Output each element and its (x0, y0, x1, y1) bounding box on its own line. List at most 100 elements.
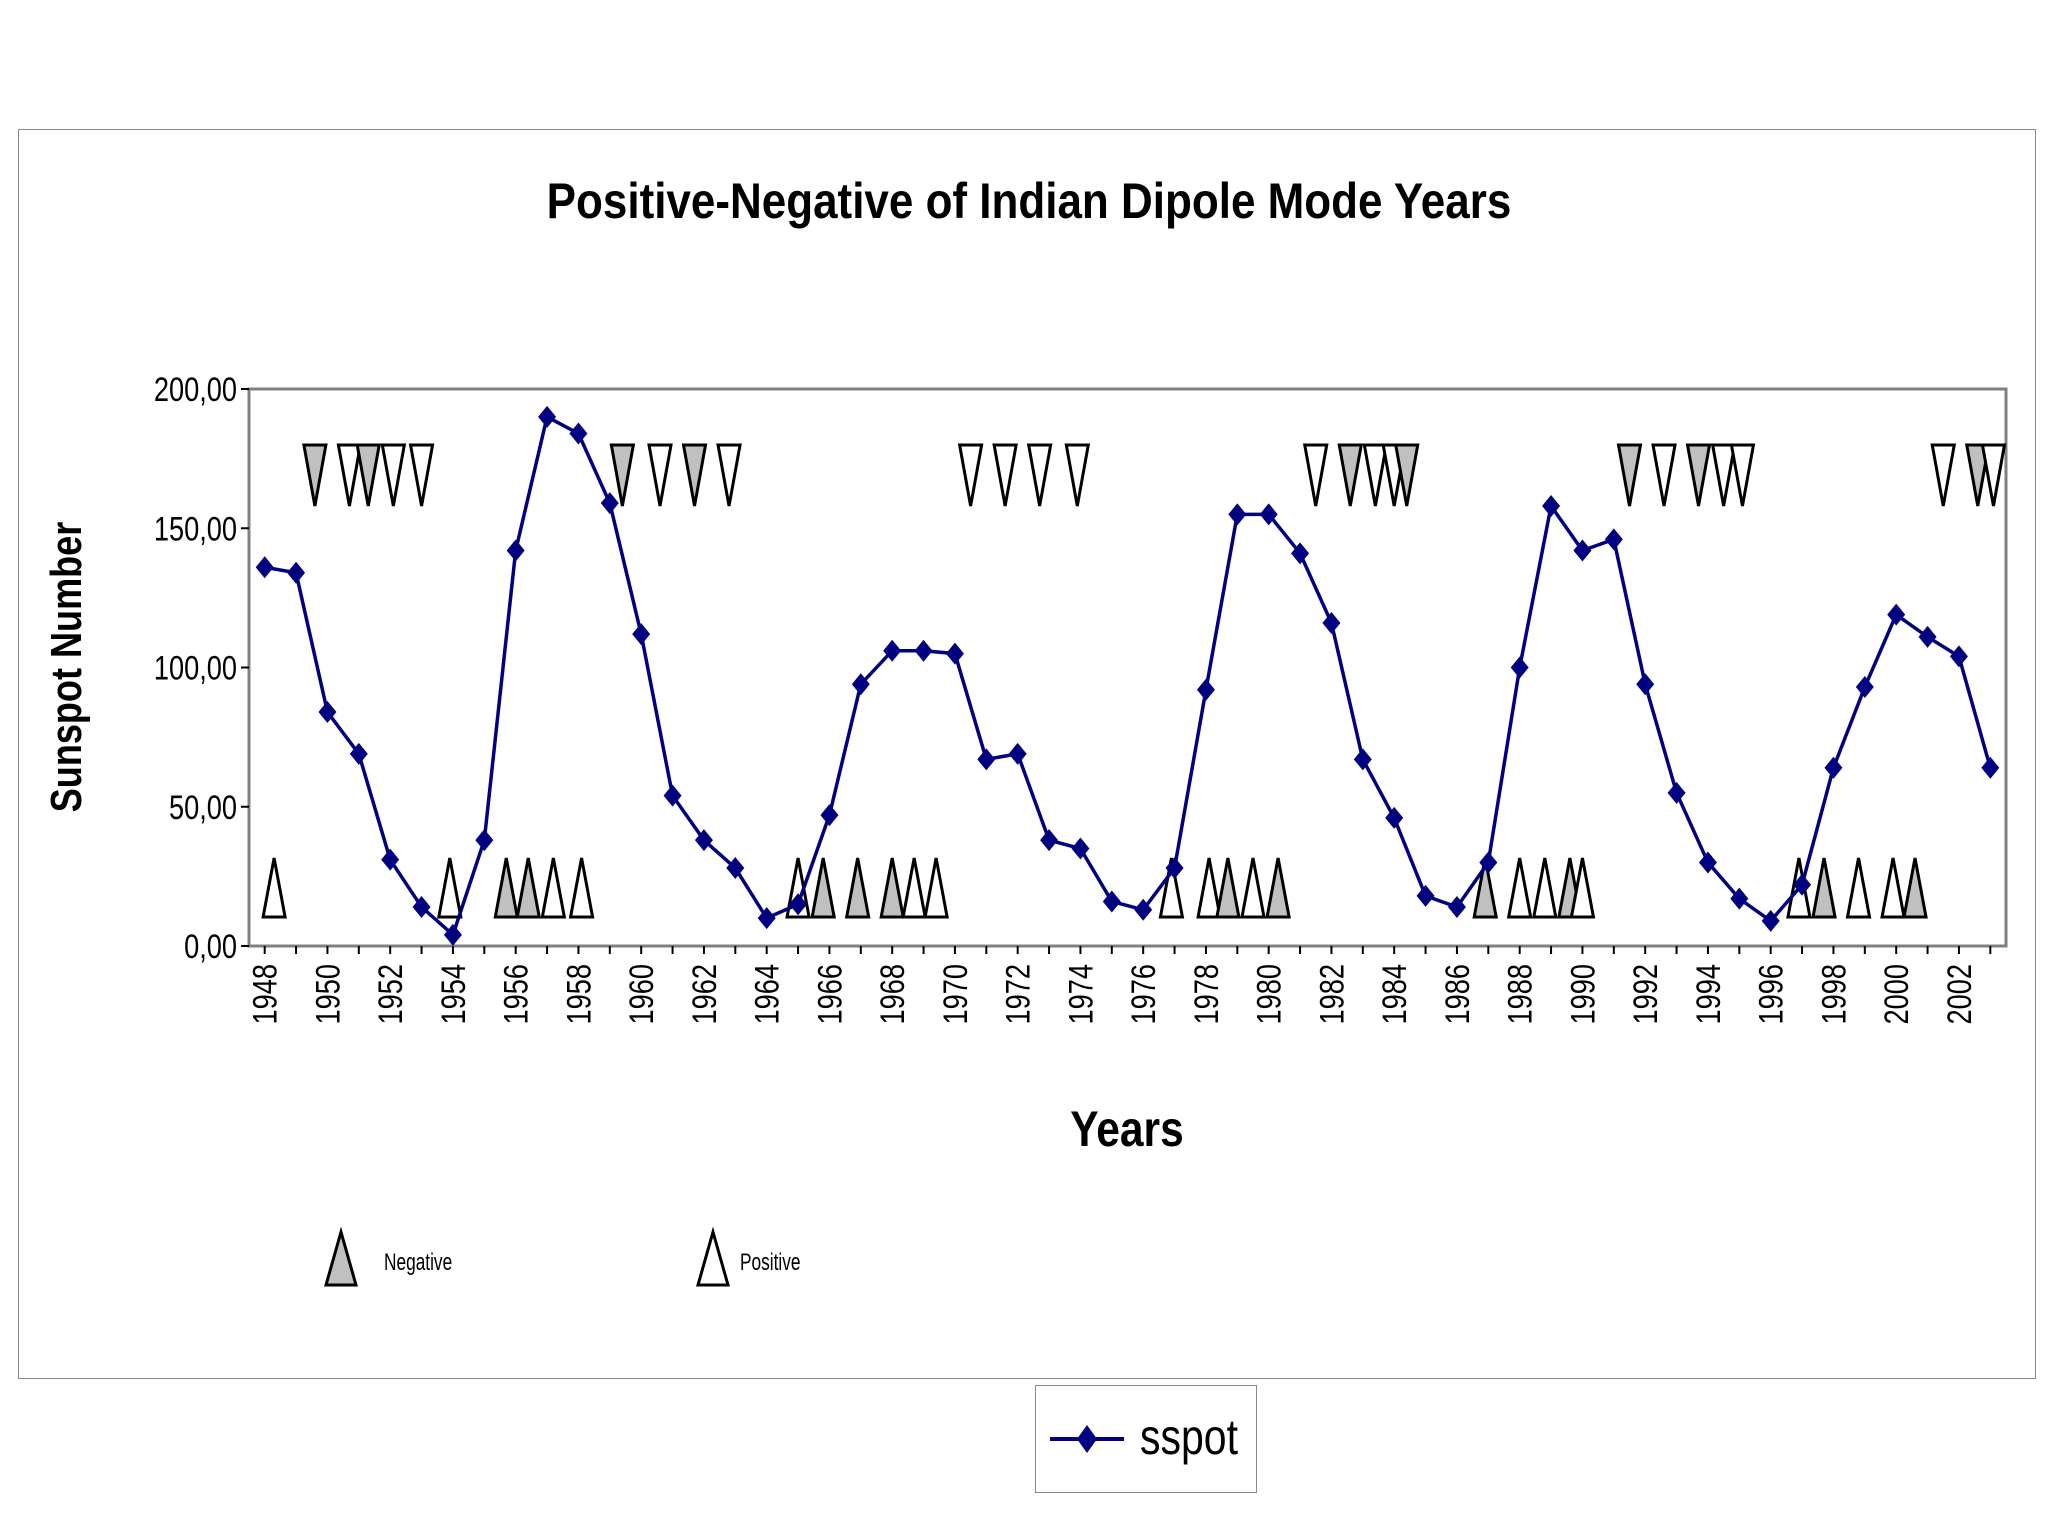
chart-title: Positive-Negative of Indian Dipole Mode … (547, 172, 1512, 228)
iod-marker-top (1651, 443, 1677, 507)
x-tick-label: 1956 (497, 964, 536, 1024)
data-point (600, 492, 619, 515)
iod-marker-bottom (1215, 857, 1241, 919)
x-tick-label: 1966 (811, 964, 850, 1024)
data-point (1008, 742, 1027, 765)
data-point (538, 405, 557, 428)
iod-marker-top (1685, 443, 1712, 507)
x-tick-label: 1976 (1124, 964, 1163, 1024)
data-point (883, 639, 902, 662)
iod-marker-top (1616, 443, 1643, 507)
iod-marker-bottom (515, 857, 542, 919)
iod-marker-top (716, 443, 742, 507)
iod-marker-bottom (1845, 857, 1872, 919)
iod-marker-top (647, 443, 673, 507)
series-legend: sspot (1035, 1385, 1257, 1493)
data-point (1636, 673, 1655, 696)
data-point (1761, 909, 1780, 932)
iod-marker-top (1302, 443, 1329, 507)
data-point (1604, 528, 1623, 551)
data-point (349, 742, 368, 765)
iod-marker-top (609, 443, 636, 507)
iod-marker-top (380, 443, 407, 507)
iod-marker-bottom (493, 857, 520, 919)
iod-marker-bottom (1880, 857, 1906, 919)
x-tick-label: 1982 (1313, 964, 1352, 1024)
data-point (381, 848, 400, 871)
x-tick-label: 1968 (873, 964, 912, 1024)
x-tick-label: 1972 (999, 964, 1038, 1024)
data-point (1228, 503, 1247, 526)
x-tick-label: 1952 (371, 964, 410, 1024)
data-point (287, 561, 306, 584)
iod-marker-bottom (1196, 857, 1222, 919)
plot-area (247, 387, 2008, 948)
iod-marker-top (302, 443, 328, 507)
data-point (945, 642, 964, 665)
iod-marker-bottom (1531, 857, 1558, 919)
x-tick-label: 1950 (309, 964, 348, 1024)
iod-marker-top (1362, 443, 1389, 507)
data-point (726, 857, 745, 880)
y-tick-label: 50,00 (169, 788, 237, 827)
data-point (1385, 806, 1404, 829)
data-point (1542, 494, 1561, 517)
x-tick-label: 1964 (748, 964, 787, 1024)
data-point (1447, 896, 1466, 919)
data-point (1353, 748, 1372, 771)
iod-marker-top (1729, 443, 1756, 507)
iod-marker-top (1064, 443, 1091, 507)
series-sspot (255, 405, 2000, 946)
iod-marker-top (1980, 443, 2007, 507)
legend-positive: Positive (696, 1226, 800, 1287)
x-axis-ticks: 1948 1950 1952 1954 1956 1958 1960 1962 1964 1966… (246, 946, 1992, 1024)
data-point (1291, 542, 1310, 565)
data-point (1981, 756, 2000, 779)
iod-marker-bottom (261, 857, 287, 919)
data-point (820, 804, 839, 827)
iod-marker-bottom (879, 857, 905, 919)
x-tick-label: 1996 (1752, 964, 1791, 1024)
iod-marker-bottom (1811, 857, 1837, 919)
iod-marker-bottom (1158, 857, 1185, 919)
negative-markers-top (302, 443, 2007, 507)
y-tick-label: 200,00 (154, 370, 237, 409)
data-point (694, 829, 713, 852)
x-tick-label: 1974 (1062, 964, 1101, 1024)
series-legend-svg: sspot (1050, 1409, 1238, 1465)
x-axis-label: Years (1070, 1101, 1183, 1157)
data-point (1949, 645, 1968, 668)
legend-positive-label: Positive (740, 1249, 800, 1275)
x-tick-label: 1978 (1187, 964, 1226, 1024)
iod-marker-bottom (844, 857, 871, 919)
data-point (789, 893, 808, 916)
iod-marker-top (408, 443, 435, 507)
legend-negative: Negative (324, 1226, 452, 1287)
data-point (1259, 503, 1278, 526)
data-point (1510, 656, 1529, 679)
x-tick-label: 1954 (434, 964, 473, 1024)
data-point (1573, 539, 1592, 562)
iod-marker-top (992, 443, 1018, 507)
data-point (977, 748, 996, 771)
iod-marker-bottom (1265, 857, 1291, 919)
iod-marker-top (1710, 443, 1737, 507)
legend-series-marker (1077, 1425, 1097, 1453)
data-point (318, 701, 337, 724)
y-axis-ticks: 0,00 50,00 100,00 150,00 200,00 (154, 370, 249, 966)
iod-marker-bottom (810, 857, 836, 919)
iod-marker-bottom (1506, 857, 1533, 919)
x-tick-label: 1990 (1564, 964, 1603, 1024)
x-tick-label: 1994 (1689, 964, 1728, 1024)
data-point (1040, 829, 1059, 852)
data-point (1793, 873, 1812, 896)
data-point (1698, 851, 1717, 874)
x-tick-label: 1988 (1501, 964, 1540, 1024)
data-point (1165, 857, 1184, 880)
iod-marker-top (336, 443, 363, 507)
iod-marker-bottom (1240, 857, 1266, 919)
legend-negative-triangle (324, 1226, 358, 1287)
iod-marker-top (1964, 443, 1991, 507)
data-point (914, 639, 933, 662)
iod-marker-top (1393, 443, 1420, 507)
